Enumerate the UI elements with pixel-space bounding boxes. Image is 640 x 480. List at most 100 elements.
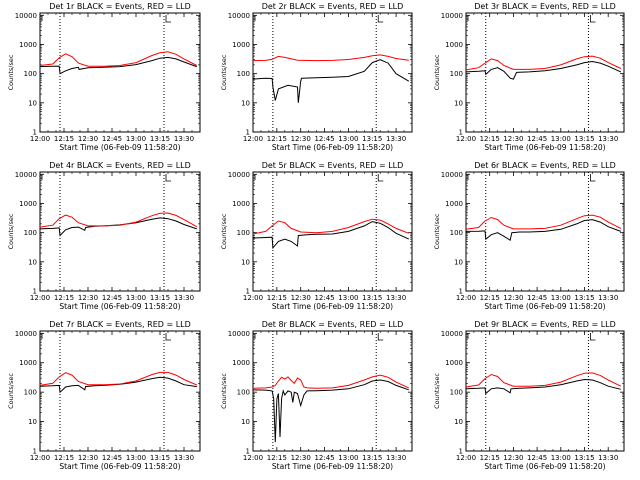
panel-5: Det 5r BLACK = Events, RED = LLD 1 10 100 10…	[220, 161, 413, 311]
y-tick-label: 1	[33, 288, 37, 296]
panel-title: Det 5r BLACK = Events, RED = LLD	[262, 161, 404, 170]
y-tick-label: 100	[237, 389, 250, 397]
x-tick-label: 12:00	[30, 135, 50, 143]
x-axis-label: Start Time (06-Feb-09 11:58:20)	[484, 462, 605, 471]
panel-9: Det 9r BLACK = Events, RED = LLD 1 10 100 10…	[433, 320, 625, 471]
x-tick-label: 13:15	[362, 294, 382, 302]
series-lld-line	[465, 372, 622, 388]
x-tick-label: 13:00	[551, 294, 571, 302]
x-tick-label: 12:15	[480, 454, 500, 462]
x-tick-label: 12:45	[314, 135, 334, 143]
x-tick-label: 13:00	[126, 294, 146, 302]
x-tick-label: 12:00	[243, 135, 263, 143]
y-tick-label: 10000	[15, 171, 37, 179]
x-tick-label: 13:15	[574, 135, 594, 143]
y-tick-label: 1	[33, 448, 37, 456]
x-tick-label: 12:30	[503, 454, 523, 462]
x-tick-label: 13:00	[551, 135, 571, 143]
y-tick-label: 10	[28, 418, 37, 426]
y-tick-label: 100	[24, 70, 37, 78]
x-tick-label: 12:15	[480, 135, 500, 143]
y-tick-label: 100	[24, 389, 37, 397]
y-tick-label: 1000	[19, 41, 37, 49]
x-tick-label: 12:45	[527, 135, 547, 143]
panel-title: Det 3r BLACK = Events, RED = LLD	[474, 2, 616, 11]
panel-title: Det 4r BLACK = Events, RED = LLD	[49, 161, 191, 170]
y-tick-label: 10000	[228, 12, 250, 20]
y-tick-label: 100	[237, 229, 250, 237]
plot-frame	[252, 330, 413, 452]
series-events-line	[39, 56, 197, 75]
panel-6: Det 6r BLACK = Events, RED = LLD 1 10 100 10…	[433, 161, 625, 311]
x-tick-label: 13:00	[338, 135, 358, 143]
y-axis-label: Counts/sec	[7, 213, 15, 249]
y-tick-label: 10	[241, 418, 250, 426]
x-tick-label: 12:30	[291, 294, 311, 302]
y-axis-label: Counts/sec	[7, 373, 15, 409]
x-tick-label: 12:15	[267, 135, 287, 143]
y-tick-label: 100	[24, 229, 37, 237]
corner-mark	[590, 15, 596, 23]
y-tick-label: 1000	[445, 200, 463, 208]
corner-mark	[377, 15, 384, 23]
y-tick-label: 10000	[15, 12, 37, 20]
y-tick-label: 1	[246, 448, 250, 456]
corner-mark	[377, 333, 384, 341]
x-tick-label: 13:30	[174, 294, 194, 302]
y-tick-label: 10000	[441, 330, 463, 338]
x-tick-label: 13:00	[126, 135, 146, 143]
y-tick-label: 100	[450, 70, 463, 78]
x-axis-label: Start Time (06-Feb-09 11:58:20)	[59, 143, 180, 152]
x-tick-label: 13:00	[126, 454, 146, 462]
series-events-line	[465, 378, 621, 395]
corner-mark	[377, 174, 384, 182]
y-tick-label: 10	[454, 418, 463, 426]
y-axis-label: Counts/sec	[220, 54, 228, 90]
x-axis-label: Start Time (06-Feb-09 11:58:20)	[272, 143, 393, 152]
y-tick-label: 100	[450, 389, 463, 397]
panel-title: Det 2r BLACK = Events, RED = LLD	[262, 2, 404, 11]
x-tick-label: 12:30	[78, 454, 98, 462]
x-axis-label: Start Time (06-Feb-09 11:58:20)	[484, 302, 605, 311]
x-tick-label: 13:15	[150, 454, 170, 462]
panel-7: Det 7r BLACK = Events, RED = LLD 1 10 100 10…	[7, 320, 201, 471]
y-axis-label: Counts/sec	[220, 213, 228, 249]
x-tick-label: 13:30	[598, 135, 618, 143]
y-tick-label: 1000	[19, 359, 37, 367]
corner-mark	[165, 333, 171, 341]
plot-frame	[39, 12, 201, 133]
x-tick-label: 12:45	[314, 294, 334, 302]
x-tick-label: 12:15	[54, 294, 74, 302]
x-tick-label: 13:00	[338, 454, 358, 462]
x-tick-label: 12:15	[267, 454, 287, 462]
x-axis-label: Start Time (06-Feb-09 11:58:20)	[272, 302, 393, 311]
x-tick-label: 12:45	[102, 454, 122, 462]
y-tick-label: 100	[450, 229, 463, 237]
x-tick-label: 12:00	[456, 294, 476, 302]
series-events-line	[252, 221, 410, 250]
plot-frame	[39, 330, 201, 452]
x-tick-label: 12:30	[291, 454, 311, 462]
y-tick-label: 10	[241, 99, 250, 107]
corner-mark	[590, 333, 596, 341]
panel-2: Det 2r BLACK = Events, RED = LLD 1 10 100 10…	[220, 2, 413, 152]
x-tick-label: 12:45	[314, 454, 334, 462]
x-axis-label: Start Time (06-Feb-09 11:58:20)	[59, 302, 180, 311]
x-tick-label: 12:45	[527, 454, 547, 462]
x-tick-label: 13:00	[338, 294, 358, 302]
x-axis-label: Start Time (06-Feb-09 11:58:20)	[484, 143, 605, 152]
y-axis-label: Counts/sec	[433, 54, 441, 90]
x-axis-label: Start Time (06-Feb-09 11:58:20)	[59, 462, 180, 471]
y-tick-label: 10	[28, 99, 37, 107]
x-tick-label: 12:15	[267, 294, 287, 302]
x-axis-label: Start Time (06-Feb-09 11:58:20)	[272, 462, 393, 471]
x-tick-label: 12:00	[243, 294, 263, 302]
x-tick-label: 13:15	[150, 294, 170, 302]
x-tick-label: 12:00	[456, 135, 476, 143]
series-lld-line	[465, 214, 622, 230]
y-tick-label: 1000	[232, 200, 250, 208]
y-axis-label: Counts/sec	[220, 373, 228, 409]
y-tick-label: 10	[454, 99, 463, 107]
y-tick-label: 10000	[15, 330, 37, 338]
plot-frame	[465, 12, 625, 133]
